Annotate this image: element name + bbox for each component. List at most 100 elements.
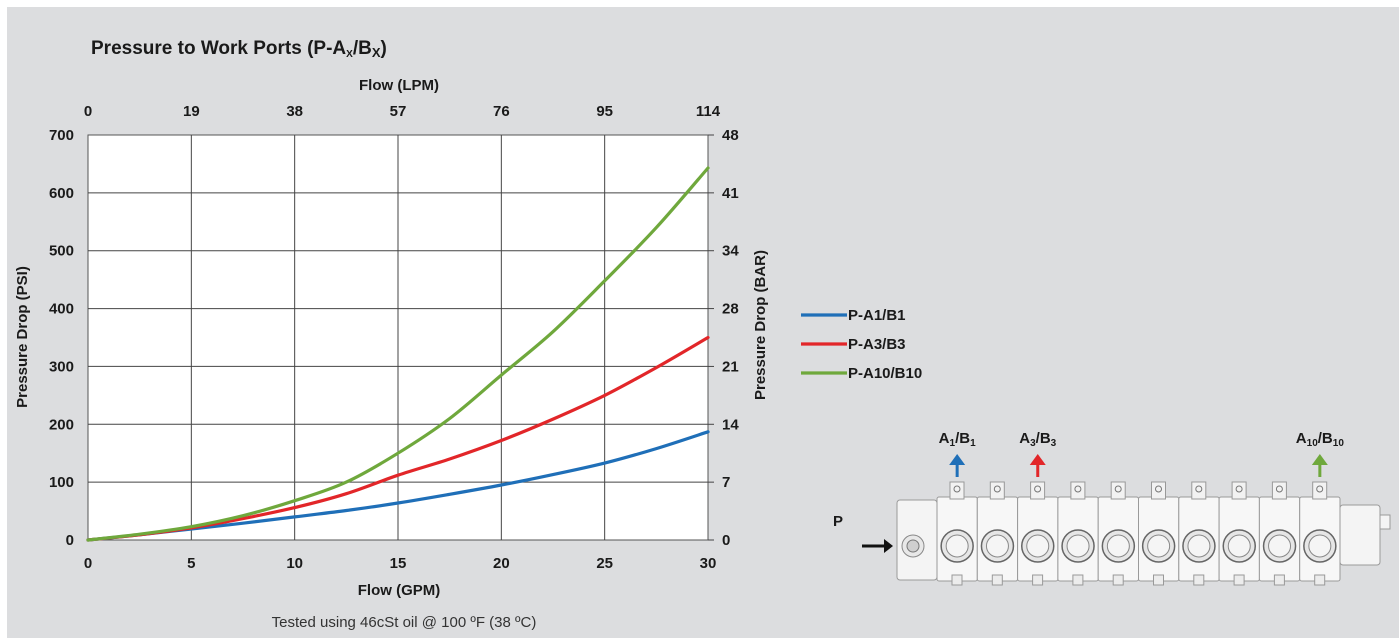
solenoid-coil-inner xyxy=(1147,534,1171,558)
legend-entry: P-A1/B1 xyxy=(801,307,906,324)
y2-tick-label: 48 xyxy=(722,127,739,144)
valve-sections xyxy=(936,481,1341,586)
solenoid-coil-inner xyxy=(1066,534,1090,558)
fitting-hole xyxy=(1114,485,1122,493)
work-port-fitting xyxy=(1110,481,1126,500)
x-tick-labels: 0 5 10 15 20 25 30 xyxy=(84,555,717,572)
x2-tick-label: 114 xyxy=(696,103,721,120)
work-port-fitting xyxy=(1271,481,1287,500)
port-marker: A10/B10 xyxy=(1296,430,1345,477)
y-tick-label: 400 xyxy=(49,301,74,318)
section-bottom-tab xyxy=(1193,574,1205,586)
section-bottom-tab xyxy=(951,574,963,586)
series-lines xyxy=(86,166,710,542)
x-tick-label: 15 xyxy=(390,555,407,572)
y-tick-label: 600 xyxy=(49,185,74,202)
y2-tick-label: 28 xyxy=(722,301,739,318)
title-main: Pressure to Work Ports (P-A xyxy=(91,38,346,59)
x-tick-label: 10 xyxy=(286,555,303,572)
y2-tick-label: 34 xyxy=(722,243,739,260)
work-port-fitting xyxy=(989,481,1005,500)
legend-label: P-A10/B10 xyxy=(848,365,922,382)
inlet-label: P xyxy=(833,513,843,530)
work-port-fitting xyxy=(1231,481,1247,500)
x2-tick-label: 95 xyxy=(596,103,613,120)
section-bottom-tab xyxy=(1072,574,1084,586)
valve-section xyxy=(1178,481,1220,586)
y-tick-label: 200 xyxy=(49,416,74,433)
x-tick-label: 0 xyxy=(84,555,92,572)
legend-entry: P-A3/B3 xyxy=(801,336,906,353)
y2-tick-label: 0 xyxy=(722,532,730,549)
fitting-hole xyxy=(1275,485,1283,493)
solenoid-coil-inner xyxy=(1268,534,1292,558)
work-port-fitting xyxy=(1312,481,1328,500)
test-note: Tested using 46cSt oil @ 100 ºF (38 ºC) xyxy=(272,614,537,631)
title-mid: /B xyxy=(353,38,372,59)
valve-end-plate-right xyxy=(1339,504,1381,566)
series-line-p-a10-b10 xyxy=(86,166,710,542)
y-tick-label: 0 xyxy=(66,532,74,549)
legend-label: P-A1/B1 xyxy=(848,307,906,324)
section-bottom-tab xyxy=(1273,574,1285,586)
inlet-arrow-icon xyxy=(862,539,893,553)
y2-tick-label: 21 xyxy=(722,358,739,375)
x2-tick-label: 38 xyxy=(286,103,303,120)
up-arrow-icon xyxy=(1029,454,1046,465)
fitting-hole xyxy=(993,485,1001,493)
work-port-fitting xyxy=(1070,481,1086,500)
x2-tick-label: 19 xyxy=(183,103,200,120)
x2-tick-label: 76 xyxy=(493,103,510,120)
x2-tick-label: 0 xyxy=(84,103,92,120)
valve-section xyxy=(1218,481,1260,586)
y-tick-labels: 0 100 200 300 400 500 600 700 xyxy=(49,127,74,549)
title-sub-x2: X xyxy=(372,45,381,60)
x-tick-label: 30 xyxy=(700,555,717,572)
section-bottom-tab xyxy=(991,574,1003,586)
fitting-hole xyxy=(953,485,961,493)
y2-tick-label: 41 xyxy=(722,185,739,202)
legend: P-A1/B1 P-A3/B3 P-A10/B10 xyxy=(801,307,922,382)
valve-section xyxy=(1258,481,1301,586)
work-port-fitting xyxy=(1191,481,1207,500)
valve-section xyxy=(1097,481,1139,586)
up-arrow-icon xyxy=(1311,454,1328,465)
valve-end-fitting xyxy=(1379,514,1391,530)
section-bottom-tab xyxy=(1153,574,1164,586)
port-marker: A1/B1 xyxy=(939,430,976,477)
legend-entry: P-A10/B10 xyxy=(801,365,922,382)
y-tick-label: 500 xyxy=(49,243,74,260)
valve-diagram: P A1/B1 A3/B3 A10/B10 xyxy=(833,430,1391,586)
valve-section xyxy=(1138,481,1180,586)
work-port-fitting xyxy=(949,481,965,500)
valve-section xyxy=(1057,481,1099,586)
valve-section xyxy=(976,481,1019,586)
y2-tick-label: 7 xyxy=(722,474,730,491)
section-bottom-tab xyxy=(1314,574,1326,586)
solenoid-coil-inner xyxy=(1106,534,1130,558)
solenoid-coil-inner xyxy=(945,534,969,558)
chart-title: Pressure to Work Ports (P-AX/BX) xyxy=(91,38,387,60)
fitting-hole xyxy=(1155,485,1162,493)
port-label: A1/B1 xyxy=(939,430,976,449)
y2-axis-label: Pressure Drop (BAR) xyxy=(752,250,769,400)
title-sub-x1: X xyxy=(346,49,353,60)
port-marker: A3/B3 xyxy=(1019,430,1057,477)
inlet-port-inner xyxy=(906,539,920,553)
legend-label: P-A3/B3 xyxy=(848,336,906,353)
fitting-hole xyxy=(1235,485,1243,493)
section-bottom-tab xyxy=(1032,574,1044,586)
solenoid-coil-inner xyxy=(1308,534,1332,558)
title-end: ) xyxy=(381,38,387,59)
y2-tick-labels: 0 7 14 21 28 34 41 48 xyxy=(722,127,739,549)
port-label: A10/B10 xyxy=(1296,430,1345,449)
x-tick-label: 20 xyxy=(493,555,510,572)
x2-axis-label: Flow (LPM) xyxy=(359,77,439,94)
section-bottom-tab xyxy=(1112,574,1124,586)
solenoid-coil-inner xyxy=(1227,534,1251,558)
fitting-hole xyxy=(1034,485,1042,493)
y-tick-label: 100 xyxy=(49,474,74,491)
fitting-hole xyxy=(1316,485,1324,493)
section-bottom-tab xyxy=(1233,574,1245,586)
